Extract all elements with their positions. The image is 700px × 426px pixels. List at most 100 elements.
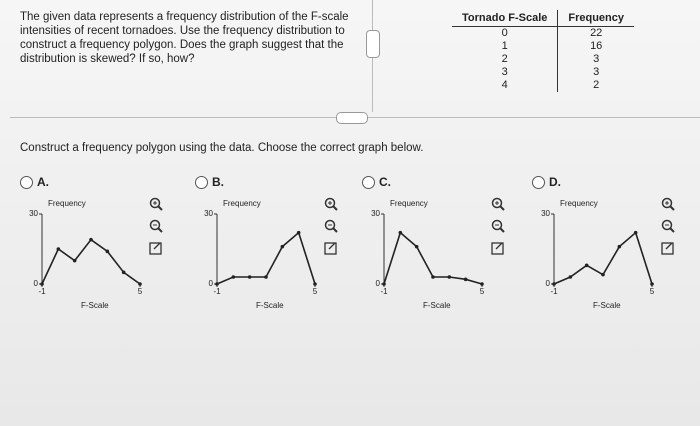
y-axis-label: Frequency	[48, 199, 86, 208]
table-cell: 3	[593, 53, 600, 65]
radio-button[interactable]	[195, 176, 208, 189]
x-tick-label: 5	[313, 287, 318, 296]
x-tick-label: 5	[138, 287, 143, 296]
table-cell: 0	[452, 26, 559, 40]
frequency-polygon: Frequency F-Scale 0 30 -1 5	[204, 199, 318, 310]
zoom-out-icon[interactable]	[491, 219, 505, 233]
y-tick-label: 0	[34, 279, 39, 288]
x-tick-label: -1	[380, 287, 388, 296]
icon-column	[491, 197, 505, 255]
table-row: 1 16	[452, 40, 634, 53]
data-point	[280, 244, 285, 249]
instruction: Construct a frequency polygon using the …	[20, 142, 424, 154]
icon-column	[661, 197, 675, 255]
option[interactable]: B. Frequency F-Scale 0 30 -1 5	[195, 174, 360, 324]
table-cell: 22	[590, 27, 603, 39]
y-tick-label: 0	[546, 279, 551, 288]
data-point	[447, 275, 452, 279]
y-tick-label: 0	[376, 279, 381, 288]
icons	[323, 196, 339, 267]
data-point	[313, 282, 317, 286]
zoom-out-icon[interactable]	[149, 219, 163, 233]
icons	[148, 196, 164, 267]
y-tick-label: 30	[204, 209, 213, 218]
data-point	[480, 282, 484, 286]
data-point	[568, 275, 573, 279]
data-point	[89, 237, 93, 242]
option-label: C.	[379, 175, 391, 189]
resize-handle[interactable]	[366, 30, 380, 58]
data-point	[247, 275, 252, 279]
radio-button[interactable]	[362, 176, 375, 189]
x-tick-label: 5	[650, 287, 655, 296]
frequency-polygon: Frequency F-Scale 0 30 -1 5	[371, 199, 485, 310]
zoom-in-icon[interactable]	[324, 197, 338, 211]
data-point	[584, 263, 589, 268]
data-point	[296, 230, 301, 235]
zoom-in-icon[interactable]	[491, 197, 505, 211]
table-row: 0 22	[452, 26, 634, 40]
data-point	[382, 282, 386, 286]
table-cell: 4	[452, 79, 559, 92]
radio-button[interactable]	[532, 176, 545, 189]
x-tick-label: 5	[480, 287, 485, 296]
icon-column	[324, 197, 338, 255]
frequency-polygon: Frequency F-Scale 0 30 -1 5	[541, 199, 655, 310]
y-axis-label: Frequency	[223, 199, 261, 208]
zoom-out-icon[interactable]	[661, 219, 675, 233]
open-icon[interactable]	[149, 242, 162, 255]
frequency-polygon: Frequency F-Scale 0 30 -1 5	[29, 199, 143, 310]
x-axis-label: F-Scale	[256, 301, 284, 310]
y-axis-label: Frequency	[390, 199, 428, 208]
y-tick-label: 0	[209, 279, 214, 288]
table-cell: 16	[590, 40, 603, 52]
expand-button[interactable]	[336, 112, 368, 124]
data-point	[463, 277, 468, 282]
data-point	[414, 244, 419, 249]
option[interactable]: D. Frequency F-Scale 0 30 -1 5	[532, 174, 697, 324]
data-point	[138, 282, 142, 286]
data-point	[617, 244, 622, 249]
column-header: Frequency	[557, 10, 635, 27]
option[interactable]: C. Frequency F-Scale 0 30 -1 5	[362, 174, 527, 324]
column-header: Tornado F-Scale	[452, 10, 559, 27]
data-point	[215, 282, 219, 286]
data-point	[552, 282, 556, 286]
data-point	[650, 282, 654, 286]
x-axis-label: F-Scale	[593, 301, 621, 310]
table-cell: 2	[452, 53, 559, 66]
option[interactable]: A. Frequency F-Scale 0 30 -1 5	[20, 174, 185, 324]
data-point	[40, 282, 44, 286]
y-tick-label: 30	[371, 209, 380, 218]
icons	[490, 196, 506, 267]
table-cell: 1	[452, 40, 559, 53]
radio-button[interactable]	[20, 176, 33, 189]
zoom-in-icon[interactable]	[661, 197, 675, 211]
zoom-in-icon[interactable]	[149, 197, 163, 211]
polygon-line	[41, 238, 141, 285]
question-text: The given data represents a frequency di…	[20, 11, 349, 65]
y-tick-label: 30	[541, 209, 550, 218]
data-point	[56, 247, 61, 251]
data-point	[105, 249, 110, 254]
option-label: A.	[37, 175, 49, 189]
data-point	[398, 230, 403, 235]
icons	[660, 196, 676, 267]
x-axis-label: F-Scale	[81, 301, 109, 310]
data-point	[121, 270, 126, 275]
data-point	[264, 275, 268, 279]
open-icon[interactable]	[324, 242, 337, 255]
open-icon[interactable]	[661, 242, 674, 255]
y-axis-label: Frequency	[560, 199, 598, 208]
open-icon[interactable]	[491, 242, 504, 255]
x-tick-label: -1	[213, 287, 221, 296]
x-tick-label: -1	[38, 287, 46, 296]
data-point	[633, 230, 638, 235]
table-cell: 2	[593, 79, 600, 91]
zoom-out-icon[interactable]	[324, 219, 338, 233]
data-point	[72, 258, 77, 263]
